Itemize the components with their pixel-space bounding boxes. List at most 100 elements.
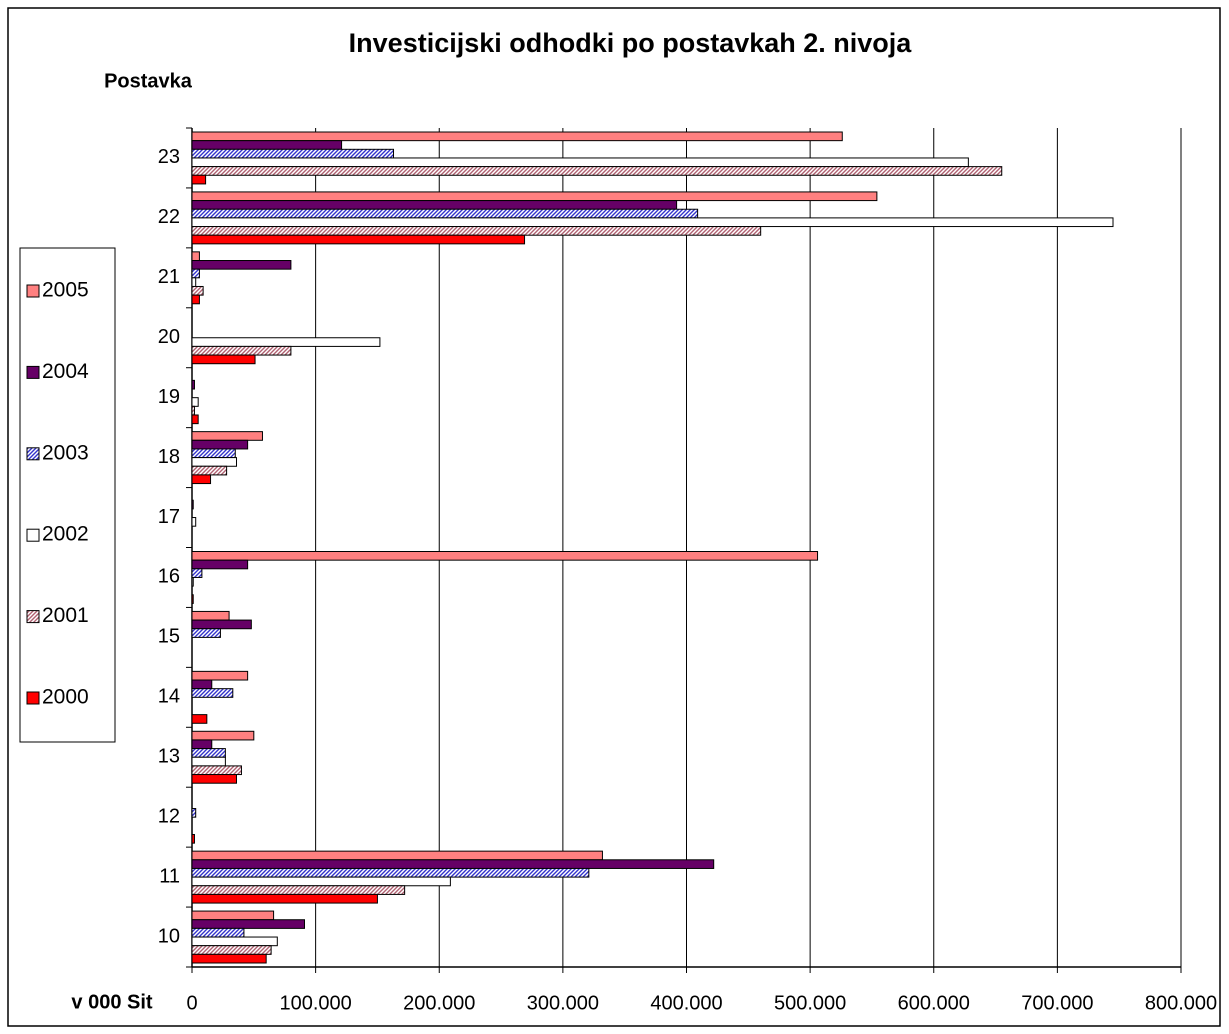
legend-label: 2001 [42, 604, 89, 627]
x-tick-label: 100.000 [279, 992, 351, 1014]
bar [191, 191, 878, 202]
bar [191, 157, 969, 168]
bar [191, 439, 249, 450]
bar [191, 499, 194, 510]
bar [191, 739, 213, 750]
y-tick-label: 22 [158, 206, 180, 228]
bar [191, 765, 242, 776]
bar [191, 619, 252, 630]
y-tick-label: 15 [158, 626, 180, 648]
x-tick-label: 400.000 [650, 992, 722, 1014]
x-axis-label: v 000 Sit [71, 991, 153, 1013]
y-axis-label: Postavka [104, 70, 193, 92]
x-tick-label: 200.000 [403, 992, 475, 1014]
y-tick-label: 21 [158, 266, 180, 288]
bar [191, 876, 451, 887]
bar [191, 756, 226, 767]
bar [191, 285, 204, 296]
bar [191, 670, 249, 681]
bar [191, 568, 203, 578]
legend-label: 2005 [42, 279, 89, 302]
bar [191, 166, 1003, 176]
bar [191, 833, 195, 844]
x-tick-label: 600.000 [898, 992, 970, 1014]
bar [191, 927, 245, 938]
x-tick-label: 500.000 [774, 992, 846, 1014]
bar [191, 397, 199, 407]
legend-label: 2004 [42, 360, 89, 383]
legend-swatch [26, 447, 40, 461]
bar [191, 945, 272, 955]
bar [191, 234, 526, 245]
bar [191, 679, 213, 690]
bar [191, 714, 208, 724]
bar [191, 594, 194, 604]
bar [191, 474, 212, 485]
bar [191, 910, 275, 921]
bar [191, 457, 238, 467]
x-tick-label: 0 [186, 992, 197, 1014]
legend-swatch [26, 365, 40, 379]
y-tick-label: 20 [158, 326, 180, 348]
bar [191, 268, 200, 279]
legend-swatch [26, 691, 40, 705]
bar [191, 131, 843, 142]
bar [191, 919, 305, 929]
bar [191, 431, 263, 441]
bar [191, 208, 699, 219]
bar [191, 628, 221, 638]
bar [191, 465, 228, 476]
bar [191, 251, 200, 262]
bar [191, 893, 378, 904]
bar [191, 551, 819, 561]
bar [191, 936, 278, 947]
bar [191, 260, 292, 270]
legend-swatch [26, 610, 40, 624]
legend-label: 2002 [42, 523, 89, 546]
y-tick-label: 11 [159, 865, 180, 887]
bar [191, 345, 292, 356]
bar [191, 517, 197, 527]
legend-swatch [26, 284, 40, 298]
bar [191, 226, 762, 236]
x-tick-label: 300.000 [527, 992, 599, 1014]
bar [191, 885, 406, 895]
bar [191, 850, 603, 861]
bar [191, 448, 236, 459]
bar [191, 859, 715, 869]
y-tick-label: 13 [158, 746, 180, 768]
bar [191, 953, 267, 964]
y-tick-label: 19 [158, 386, 180, 408]
chart-title: Investicijski odhodki po postavkah 2. ni… [349, 28, 913, 58]
bar [191, 277, 197, 287]
bar [191, 610, 230, 621]
bar [191, 200, 678, 210]
bar [191, 294, 200, 305]
bar [191, 808, 197, 818]
bar [191, 148, 395, 159]
bar [191, 379, 195, 390]
bar [191, 867, 590, 878]
bar [191, 774, 238, 784]
bar [191, 140, 343, 150]
bar [191, 174, 207, 185]
bar [191, 405, 195, 416]
legend-swatch [26, 528, 40, 542]
y-tick-label: 18 [158, 446, 180, 468]
bar [191, 576, 194, 587]
x-tick-label: 700.000 [1021, 992, 1093, 1014]
legend-box [19, 247, 116, 743]
bar [191, 354, 256, 365]
legend-label: 2003 [42, 441, 89, 464]
bar [191, 748, 226, 758]
bar [191, 337, 381, 347]
y-tick-label: 16 [158, 566, 180, 588]
bar [191, 730, 255, 741]
y-tick-label: 17 [158, 506, 180, 528]
bar [191, 559, 249, 570]
y-tick-label: 10 [158, 925, 180, 947]
y-tick-label: 23 [158, 146, 180, 168]
y-tick-label: 12 [158, 805, 180, 827]
bar [191, 688, 234, 698]
